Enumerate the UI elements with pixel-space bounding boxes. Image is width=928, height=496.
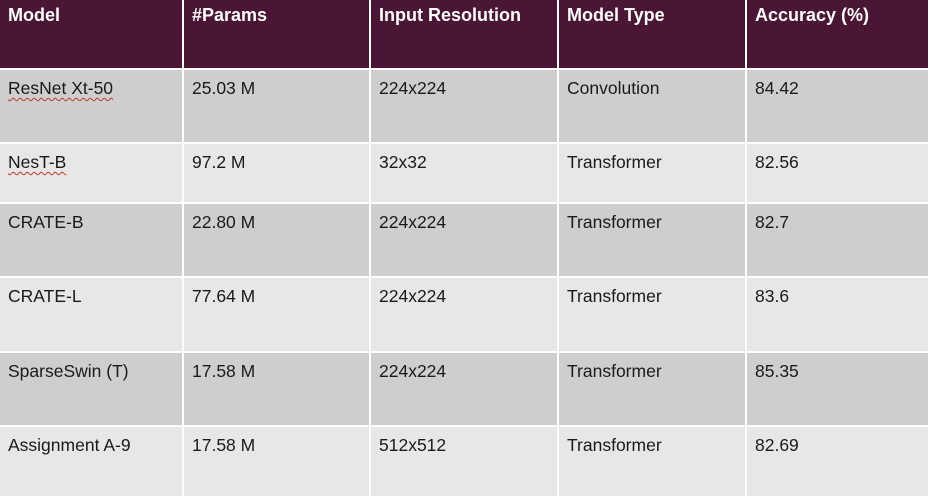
cell-model-type: Transformer — [567, 212, 662, 232]
cell-params: 77.64 M — [192, 286, 256, 306]
table-header-row: Model #Params Input Resolution Model Typ… — [0, 0, 928, 68]
cell-accuracy: 82.7 — [755, 212, 790, 232]
cell-model-type: Transformer — [567, 435, 662, 455]
header-model-type: Model Type — [567, 5, 665, 25]
column-divider — [745, 0, 747, 496]
cell-model-text: ResNet Xt-50 — [8, 78, 114, 98]
row-divider — [0, 68, 928, 70]
column-divider — [557, 0, 559, 496]
cell-accuracy: 83.6 — [755, 286, 790, 306]
cell-model-type: Transformer — [567, 152, 662, 172]
cell-params: 25.03 M — [192, 78, 256, 98]
table-row: ResNet Xt-50 25.03 M 224x224 Convolution… — [0, 70, 928, 142]
row-divider — [0, 425, 928, 427]
cell-input-resolution: 224x224 — [379, 286, 447, 306]
cell-input-resolution: 32x32 — [379, 152, 427, 172]
table-row: CRATE-B 22.80 M 224x224 Transformer 82.7 — [0, 204, 928, 276]
header-params: #Params — [192, 5, 268, 25]
cell-model: NesT-B — [0, 144, 182, 202]
row-divider — [0, 142, 928, 144]
table-row: NesT-B 97.2 M 32x32 Transformer 82.56 — [0, 144, 928, 202]
cell-input-resolution: 224x224 — [379, 212, 447, 232]
cell-accuracy: 82.69 — [755, 435, 799, 455]
cell-input-resolution: 224x224 — [379, 78, 447, 98]
cell-model: SparseSwin (T) — [8, 361, 129, 381]
header-input-resolution: Input Resolution — [379, 5, 521, 25]
cell-model-type: Convolution — [567, 78, 660, 98]
cell-model: CRATE-B — [8, 212, 84, 232]
header-accuracy: Accuracy (%) — [755, 5, 870, 25]
cell-params: 97.2 M — [192, 152, 246, 172]
cell-params: 17.58 M — [192, 435, 256, 455]
row-divider — [0, 202, 928, 204]
cell-input-resolution: 512x512 — [379, 435, 447, 455]
cell-input-resolution: 224x224 — [379, 361, 447, 381]
cell-model: Assignment A-9 — [8, 435, 131, 455]
cell-params: 17.58 M — [192, 361, 256, 381]
table-row: SparseSwin (T) 17.58 M 224x224 Transform… — [0, 353, 928, 425]
cell-model: ResNet Xt-50 — [0, 70, 182, 142]
cell-accuracy: 84.42 — [755, 78, 799, 98]
cell-params: 22.80 M — [192, 212, 256, 232]
table-row: CRATE-L 77.64 M 224x224 Transformer 83.6 — [0, 278, 928, 351]
header-model: Model — [8, 5, 60, 25]
cell-model: CRATE-L — [8, 286, 82, 306]
cell-accuracy: 82.56 — [755, 152, 799, 172]
column-divider — [182, 0, 184, 496]
cell-model-type: Transformer — [567, 361, 662, 381]
cell-model-type: Transformer — [567, 286, 662, 306]
table-row: Assignment A-9 17.58 M 512x512 Transform… — [0, 427, 928, 496]
column-divider — [369, 0, 371, 496]
row-divider — [0, 276, 928, 278]
cell-accuracy: 85.35 — [755, 361, 799, 381]
cell-model-text: NesT-B — [8, 152, 67, 172]
row-divider — [0, 351, 928, 353]
